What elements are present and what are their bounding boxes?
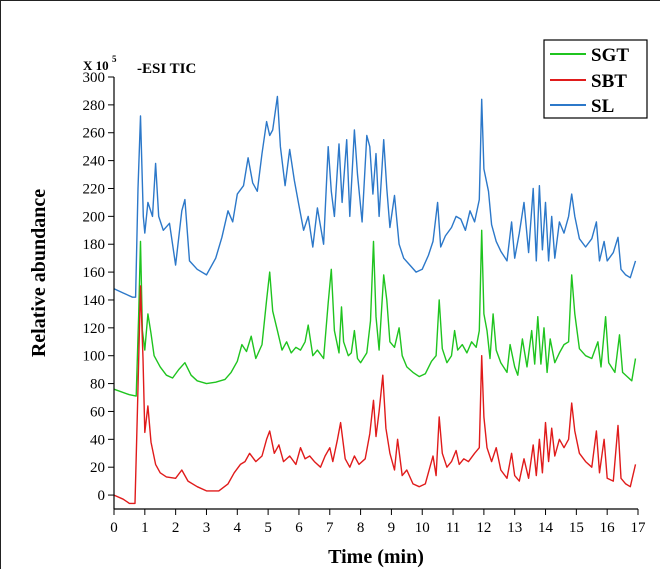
legend: SGT SBT SL [543,39,648,119]
y-tick-label: 280 [83,98,106,114]
x-tick-label: 17 [631,520,647,536]
legend-label-sl: SL [591,96,614,117]
axes-layer: 0204060801001201401601802002202402602803… [83,70,647,536]
y-tick-label: 80 [90,377,105,393]
x-tick-label: 8 [357,520,365,536]
y-axis-label: Relative abundance [28,189,50,357]
plot-area [113,95,637,505]
x-tick-label: 2 [172,520,180,536]
y-tick-label: 300 [83,70,106,86]
x-axis-label: Time (min) [328,546,424,568]
y-multiplier: X 10 [83,58,109,73]
series-layer [113,95,637,505]
x-tick-label: 3 [203,520,211,536]
y-tick-label: 0 [98,488,106,504]
x-tick-label: 16 [600,520,616,536]
y-multiplier-exponent: 5 [112,54,117,64]
x-tick-label: 14 [538,520,554,536]
legend-label-sgt: SGT [591,45,629,66]
x-tick-label: 10 [415,520,430,536]
y-tick-label: 120 [83,321,106,337]
y-tick-label: 160 [83,265,106,281]
x-tick-label: 15 [569,520,584,536]
annotation-esi-tic: -ESI TIC [137,61,196,77]
y-tick-label: 200 [83,209,106,225]
y-ticks: 0 20 40 60 80 100 120 140 160 180 200 220 240 260 280 3… [83,70,114,504]
series-line-sgt [113,229,637,397]
x-tick-label: 1 [141,520,149,536]
series-line-sl [113,95,637,298]
x-tick-label: 11 [446,520,460,536]
y-tick-label: 260 [83,126,106,142]
legend-label-sbt: SBT [591,71,627,92]
x-tick-label: 9 [388,520,396,536]
x-tick-label: 0 [110,520,118,536]
x-tick-label: 4 [234,520,242,536]
x-tick-label: 12 [476,520,491,536]
x-tick-label: 13 [507,520,522,536]
y-tick-label: 20 [90,460,105,476]
x-tick-label: 5 [264,520,272,536]
y-tick-label: 180 [83,237,106,253]
x-tick-label: 6 [295,520,303,536]
y-tick-label: 140 [83,293,106,309]
x-tick-label: 7 [326,520,334,536]
y-tick-label: 100 [83,349,106,365]
y-tick-label: 240 [83,154,106,170]
y-tick-label: 40 [90,432,105,448]
x-ticks: 0 1 2 3 4 5 6 7 8 9 10 11 12 13 14 15 16 17 [110,509,646,536]
y-tick-label: 220 [83,181,106,197]
series-line-sbt [113,285,637,505]
y-tick-label: 60 [90,404,105,420]
